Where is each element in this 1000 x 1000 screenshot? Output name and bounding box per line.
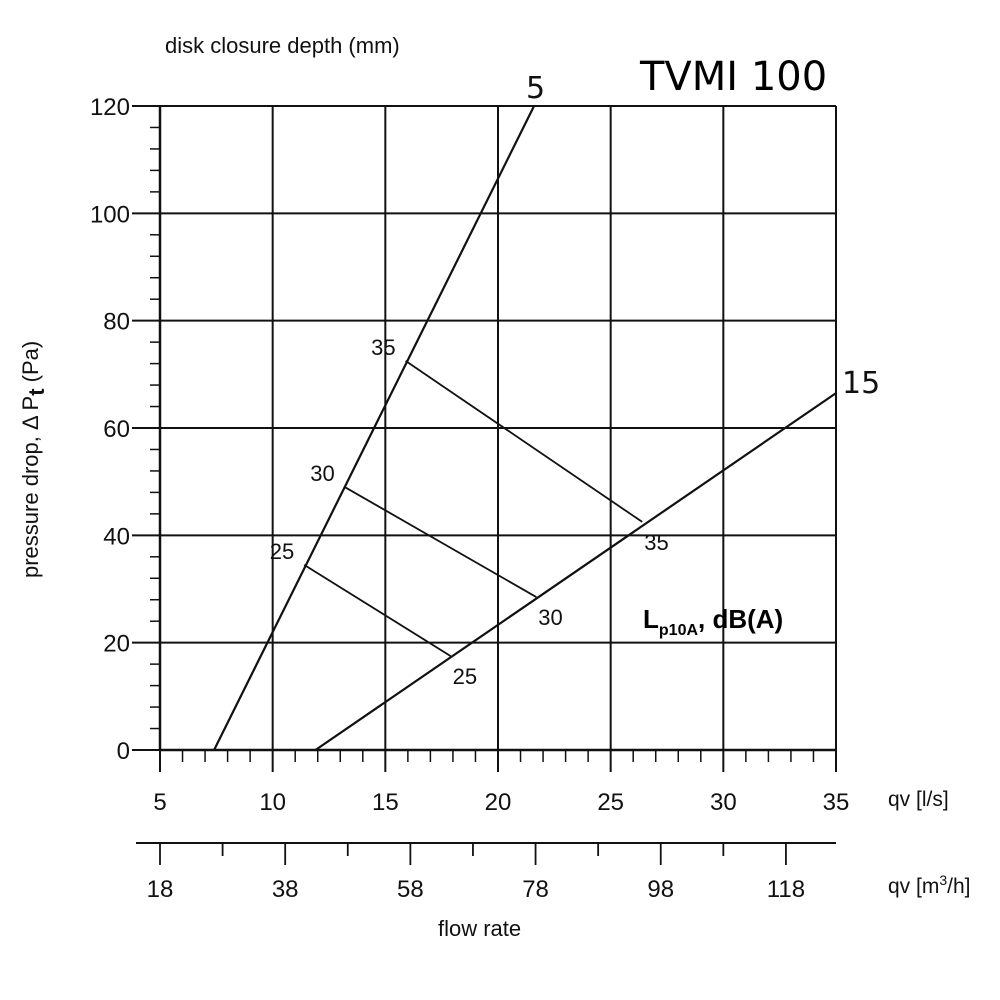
noise-line-25: [303, 564, 452, 657]
x-tick-label: 20: [485, 789, 512, 816]
noise-label-start-30: 30: [310, 461, 334, 486]
minor-ticks: [150, 126, 815, 865]
x-tick-label: 15: [372, 789, 399, 816]
y-tick-label: 40: [103, 523, 130, 550]
secondary-x-tick-label: 58: [397, 876, 424, 903]
grid: [132, 105, 837, 844]
y-tick-label: 100: [90, 201, 130, 228]
secondary-x-tick-label: 118: [767, 876, 805, 903]
noise-label-start-35: 35: [371, 335, 395, 360]
y-axis-title: pressure drop, Δ Pt (Pa): [18, 341, 49, 578]
x-unit-m3h: qv [m3/h]: [888, 872, 971, 898]
x-axis-title: flow rate: [438, 916, 521, 941]
y-tick-label: 80: [103, 309, 130, 336]
secondary-x-tick-label: 38: [272, 876, 299, 903]
noise-label-start-25: 25: [270, 539, 294, 564]
x-unit-ls: qv [l/s]: [888, 788, 949, 811]
y-axis-title-main: pressure drop, Δ P: [18, 396, 43, 578]
x-unit-m3h-end: /h]: [947, 875, 970, 898]
series-line-5: [213, 105, 536, 751]
y-tick-label: 60: [103, 416, 130, 443]
secondary-x-tick-label: 98: [647, 876, 674, 903]
secondary-x-tick-label: 18: [147, 876, 174, 903]
noise-line-35: [405, 360, 643, 523]
noise-level-label-sub: p10A: [659, 622, 699, 639]
x-tick-label: 5: [153, 789, 166, 816]
y-tick-label: 20: [103, 631, 130, 658]
noise-line-30: [344, 486, 537, 598]
chart-title: TVMI 100: [639, 54, 827, 100]
noise-level-label-main: L: [643, 604, 659, 634]
y-tick-label: 120: [90, 94, 130, 121]
y-axis-title-unit: (Pa): [18, 341, 43, 389]
top-axis-label: disk closure depth (mm): [165, 33, 400, 58]
series-label-15: 15: [842, 366, 880, 401]
x-tick-label: 25: [597, 789, 624, 816]
y-tick-label: 0: [117, 738, 130, 765]
noise-label-end-35: 35: [644, 530, 668, 555]
secondary-x-tick-label: 78: [522, 876, 549, 903]
series-label-5: 5: [526, 71, 545, 106]
x-unit-m3h-main: qv [m: [888, 875, 939, 898]
series-lines: [213, 105, 837, 751]
series-line-15: [314, 392, 837, 751]
noise-lines: [303, 360, 643, 657]
y-axis-title-sub: t: [24, 388, 49, 396]
x-tick-label: 10: [259, 789, 286, 816]
x-unit-m3h-sup: 3: [939, 872, 947, 888]
x-tick-label: 35: [823, 789, 850, 816]
x-tick-label: 30: [710, 789, 737, 816]
noise-label-end-25: 25: [453, 664, 477, 689]
noise-label-end-30: 30: [538, 605, 562, 630]
noise-level-label: Lp10A, dB(A): [643, 604, 783, 639]
labels: 0 20 40 60 80 100 120 5 10 15 20 25 30 35 18 38 58 78 98 11…: [90, 71, 880, 903]
noise-level-label-end: , dB(A): [698, 604, 783, 634]
